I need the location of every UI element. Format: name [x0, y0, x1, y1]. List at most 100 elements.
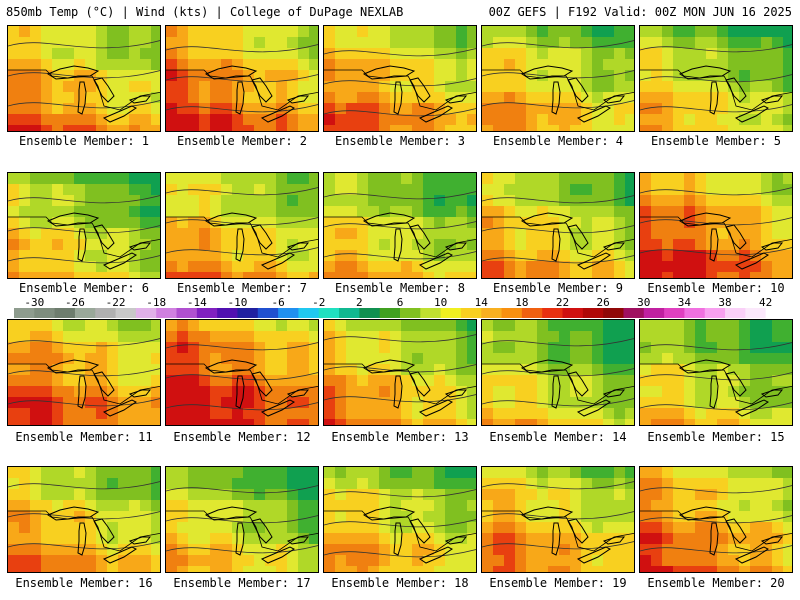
temperature-cell — [390, 184, 402, 196]
temperature-cell — [166, 184, 178, 196]
ensemble-panel-3 — [323, 25, 477, 132]
temperature-cell — [107, 195, 119, 207]
temperature-cell — [298, 37, 310, 49]
temperature-cell — [96, 272, 108, 278]
temperature-cell — [625, 353, 634, 365]
temperature-cell — [662, 228, 674, 240]
ensemble-member-label: Ensemble Member: 19 — [489, 576, 627, 590]
temperature-cell — [52, 331, 64, 343]
temperature-cell — [412, 489, 424, 501]
temperature-cell — [537, 239, 549, 251]
temperature-cell — [151, 522, 160, 534]
temperature-cell — [581, 37, 593, 49]
temperature-cell — [467, 500, 476, 512]
lake-michigan — [393, 228, 403, 262]
temperature-cell — [41, 467, 53, 479]
temperature-cell — [118, 37, 130, 49]
temperature-cell — [151, 59, 160, 71]
temperature-cell — [140, 272, 152, 278]
temperature-cell — [614, 195, 626, 207]
temperature-cell — [662, 478, 674, 490]
temperature-cell — [254, 272, 266, 278]
temperature-cell — [63, 353, 75, 365]
temperature-cell — [129, 555, 141, 567]
temperature-cell — [467, 522, 476, 534]
temperature-cell — [199, 184, 211, 196]
lake-ontario — [602, 242, 626, 251]
temperature-cell — [265, 467, 277, 479]
temperature-cell — [570, 70, 582, 82]
temperature-cell — [265, 500, 277, 512]
temperature-cell — [445, 195, 457, 207]
temperature-cell — [188, 103, 200, 115]
temperature-cell — [614, 261, 626, 273]
temperature-cell — [662, 511, 674, 523]
temperature-cell — [717, 467, 729, 479]
temperature-cell — [8, 217, 20, 229]
colorbar-tick-label: 2 — [356, 296, 363, 309]
temperature-cell — [548, 522, 560, 534]
temperature-cell — [210, 26, 222, 38]
temperature-cell — [177, 114, 189, 126]
temperature-cell — [482, 500, 494, 512]
temperature-cell — [129, 125, 141, 131]
temperature-cell — [357, 533, 369, 545]
temperature-cell — [537, 500, 549, 512]
temperature-cell — [129, 353, 141, 365]
temperature-cell — [434, 331, 446, 343]
temperature-cell — [673, 125, 685, 131]
temperature-cell — [265, 195, 277, 207]
temperature-cell — [368, 331, 380, 343]
temperature-cell — [221, 261, 233, 273]
temperature-cell — [482, 342, 494, 354]
ensemble-panel-16 — [7, 466, 161, 573]
temperature-cell — [265, 48, 277, 60]
temperature-cell — [309, 206, 318, 218]
temperature-cell — [456, 544, 468, 556]
temperature-cell — [140, 206, 152, 218]
temperature-cell — [456, 125, 468, 131]
temperature-cell — [570, 250, 582, 262]
temperature-cell — [8, 26, 20, 38]
temperature-cell — [199, 566, 211, 572]
temperature-cell — [221, 37, 233, 49]
temperature-cell — [52, 500, 64, 512]
temperature-cell — [140, 489, 152, 501]
temperature-cell — [559, 544, 571, 556]
lake-huron — [409, 371, 431, 397]
temperature-cell — [493, 320, 505, 332]
temperature-cell — [603, 125, 615, 131]
lake-ontario — [444, 242, 468, 251]
temperature-cell — [662, 566, 674, 572]
temperature-cell — [581, 26, 593, 38]
temperature-cell — [19, 239, 31, 251]
temperature-cell — [140, 173, 152, 185]
temperature-cell — [324, 173, 336, 185]
temperature-cell — [379, 103, 391, 115]
temperature-cell — [662, 500, 674, 512]
temperature-cell — [232, 125, 244, 131]
temperature-cell — [129, 184, 141, 196]
temperature-cell — [504, 522, 516, 534]
temperature-cell — [357, 173, 369, 185]
temperature-cell — [19, 228, 31, 240]
temperature-cell — [772, 228, 784, 240]
temperature-cell — [324, 408, 336, 420]
temperature-cell — [52, 103, 64, 115]
temperature-cell — [640, 544, 652, 556]
temperature-cell — [166, 114, 178, 126]
temperature-cell — [85, 26, 97, 38]
temperature-cell — [504, 500, 516, 512]
temperature-cell — [662, 353, 674, 365]
temperature-cell — [199, 320, 211, 332]
ensemble-panel-4 — [481, 25, 635, 132]
temperature-cell — [19, 342, 31, 354]
ensemble-panel-2 — [165, 25, 319, 132]
temperature-cell — [467, 353, 476, 365]
temperature-cell — [592, 228, 604, 240]
temperature-cell — [254, 173, 266, 185]
temperature-cell — [243, 228, 255, 240]
temperature-cell — [614, 250, 626, 262]
temperature-cell — [30, 92, 42, 104]
temperature-cell — [19, 522, 31, 534]
